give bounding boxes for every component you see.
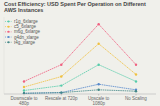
legend-marker bbox=[8, 20, 10, 22]
legend-marker bbox=[8, 31, 10, 33]
legend-marker bbox=[8, 36, 10, 38]
legend-swatch bbox=[5, 21, 12, 22]
legend: r1g_6xlargec5_6xlargem6g_6xlargeg4dn_xla… bbox=[5, 19, 41, 45]
legend-marker bbox=[8, 41, 10, 43]
series-line bbox=[24, 65, 136, 91]
series-point bbox=[135, 73, 137, 75]
series-point bbox=[135, 80, 137, 82]
series-point bbox=[60, 75, 62, 77]
legend-marker bbox=[8, 26, 10, 28]
legend-swatch bbox=[5, 42, 12, 43]
series-point bbox=[23, 92, 25, 94]
series-point bbox=[23, 92, 25, 94]
series-point bbox=[97, 23, 99, 25]
series-point bbox=[23, 80, 25, 82]
text-line: Rescale at 720p bbox=[45, 96, 78, 101]
x-axis bbox=[4, 94, 156, 95]
series-point bbox=[23, 89, 25, 91]
series-point bbox=[60, 84, 62, 86]
x-tick-label: Rescale at 720p bbox=[45, 96, 78, 101]
text-line: 480p bbox=[19, 101, 30, 106]
series-line bbox=[24, 44, 136, 87]
title: Cost Efficiency: USD Spent Per Operation… bbox=[4, 1, 146, 13]
series-point bbox=[135, 63, 137, 65]
legend-label: t4g_xlarge bbox=[14, 40, 36, 45]
text-line: Cost Efficiency: USD Spent Per Operation… bbox=[4, 1, 146, 7]
text-line: AWS Instances bbox=[4, 7, 43, 13]
series-point bbox=[135, 90, 137, 92]
series-point bbox=[23, 86, 25, 88]
series-point bbox=[97, 63, 99, 65]
series-line bbox=[24, 24, 136, 81]
series-point bbox=[60, 91, 62, 93]
series-line bbox=[24, 90, 136, 93]
y-axis bbox=[4, 17, 5, 94]
x-tick-label: Upscale to1080p bbox=[88, 96, 110, 106]
legend-swatch bbox=[5, 31, 12, 32]
legend-swatch bbox=[5, 37, 12, 38]
series-line bbox=[24, 84, 136, 93]
series-point bbox=[97, 89, 99, 91]
legend-swatch bbox=[5, 26, 12, 27]
series-point bbox=[97, 83, 99, 85]
series-point bbox=[60, 63, 62, 65]
x-tick-label: No Scaling bbox=[125, 96, 147, 101]
text-line: No Scaling bbox=[125, 96, 147, 101]
series-point bbox=[97, 43, 99, 45]
series-point bbox=[60, 91, 62, 93]
chart: Cost Efficiency: USD Spent Per Operation… bbox=[0, 0, 160, 106]
x-tick-label: Downscale to480p bbox=[10, 96, 38, 106]
text-line: 1080p bbox=[92, 101, 105, 106]
